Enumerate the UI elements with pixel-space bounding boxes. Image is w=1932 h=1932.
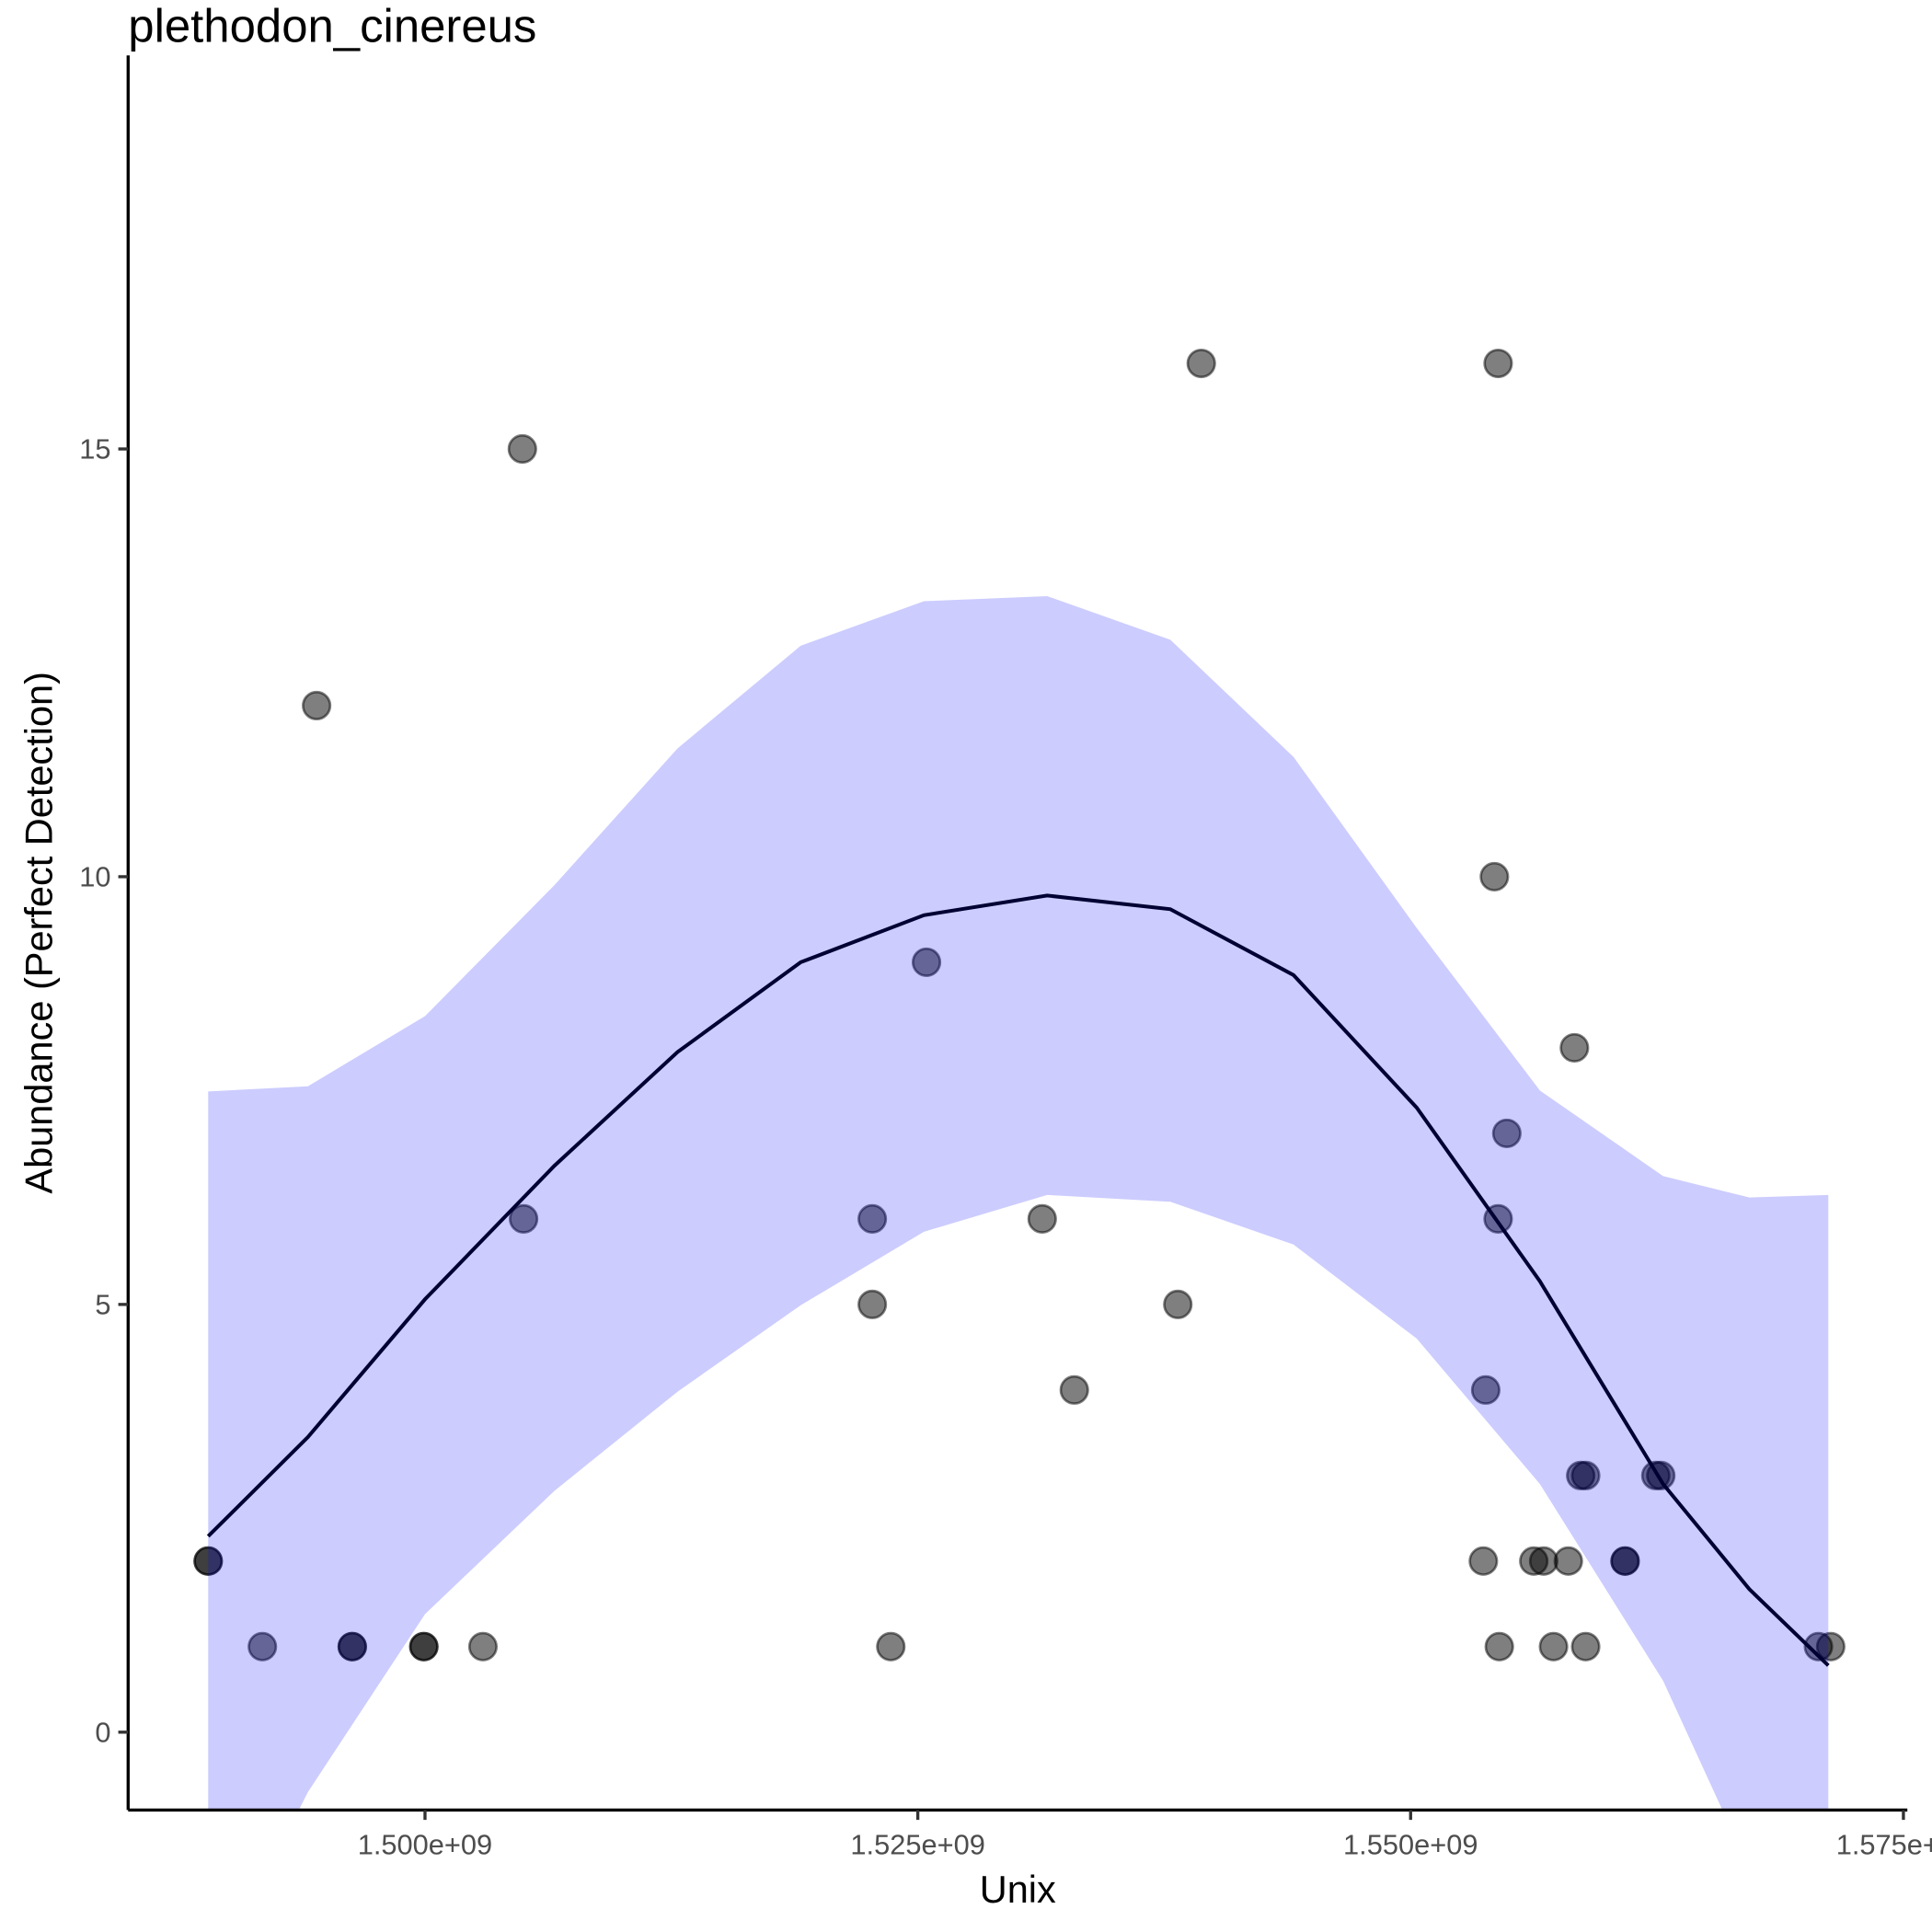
point — [1483, 348, 1513, 379]
point — [1163, 1289, 1193, 1319]
point — [857, 1203, 888, 1234]
point — [1553, 1546, 1583, 1576]
confidence-band — [208, 595, 1829, 1811]
x-axis-title: Unix — [980, 1868, 1056, 1911]
point — [911, 947, 942, 977]
x-tick-label: 1.575e+09 — [1836, 1829, 1932, 1861]
point — [1484, 1631, 1514, 1662]
y-tick-label: 0 — [95, 1717, 110, 1749]
point — [1059, 1374, 1089, 1405]
y-tick-label: 10 — [79, 861, 110, 893]
point — [467, 1631, 499, 1662]
point — [1470, 1374, 1501, 1405]
chart-title: plethodon_cinereus — [128, 0, 536, 52]
point — [876, 1631, 906, 1662]
y-axis-title: Abundance (Perfect Detection) — [17, 672, 60, 1193]
y-tick-label: 5 — [95, 1289, 110, 1321]
point — [1538, 1631, 1569, 1662]
plot-area — [193, 348, 1846, 1811]
point — [1559, 1032, 1590, 1063]
point — [1479, 861, 1510, 892]
point — [1815, 1631, 1846, 1662]
point — [408, 1631, 439, 1662]
fit-line — [206, 893, 1830, 1667]
point — [509, 1203, 539, 1234]
point — [1528, 1546, 1558, 1576]
point — [247, 1631, 278, 1662]
point — [302, 690, 332, 721]
point — [1491, 1118, 1522, 1148]
point — [1610, 1546, 1640, 1576]
point — [1570, 1631, 1601, 1662]
point — [1468, 1546, 1499, 1576]
point — [337, 1631, 367, 1662]
y-tick-label: 15 — [79, 433, 110, 466]
x-tick-label: 1.550e+09 — [1343, 1829, 1478, 1861]
point — [1186, 348, 1216, 379]
point — [1027, 1203, 1057, 1234]
x-tick-label: 1.500e+09 — [358, 1829, 492, 1861]
point — [857, 1289, 888, 1319]
point — [1570, 1460, 1601, 1490]
x-tick-label: 1.525e+09 — [850, 1829, 984, 1861]
point — [193, 1546, 224, 1576]
point — [507, 433, 537, 465]
